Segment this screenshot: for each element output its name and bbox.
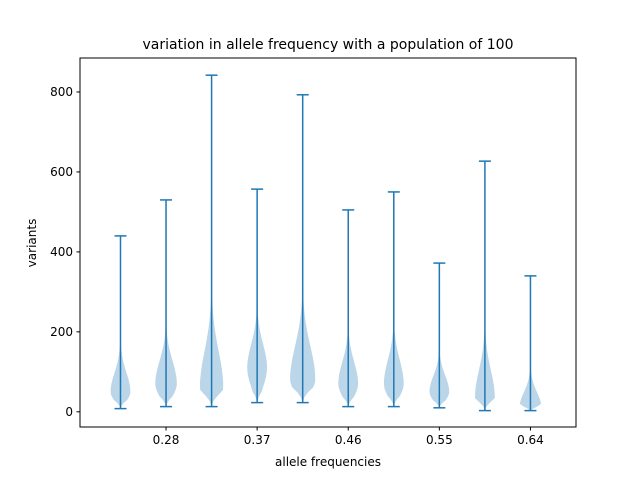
y-tick-label: 0 — [65, 405, 73, 419]
y-tick-label: 400 — [50, 245, 73, 259]
y-axis-label: variants — [25, 219, 39, 268]
x-tick-label: 0.37 — [244, 433, 271, 447]
y-tick-label: 800 — [50, 85, 73, 99]
chart-title: variation in allele frequency with a pop… — [143, 37, 514, 53]
x-tick-label: 0.64 — [517, 433, 544, 447]
violin-bodies — [110, 74, 541, 412]
x-tick-labels: 0.28 0.37 0.46 0.55 0.64 — [153, 427, 544, 447]
plot-frame — [79, 57, 577, 428]
y-tick-label: 200 — [50, 325, 73, 339]
x-tick-label: 0.46 — [335, 433, 362, 447]
x-tick-label: 0.28 — [153, 433, 180, 447]
y-tick-labels: 0 200 400 600 800 — [50, 85, 80, 419]
y-tick-label: 600 — [50, 165, 73, 179]
x-tick-label: 0.55 — [426, 433, 453, 447]
x-axis-label: allele frequencies — [275, 455, 381, 469]
